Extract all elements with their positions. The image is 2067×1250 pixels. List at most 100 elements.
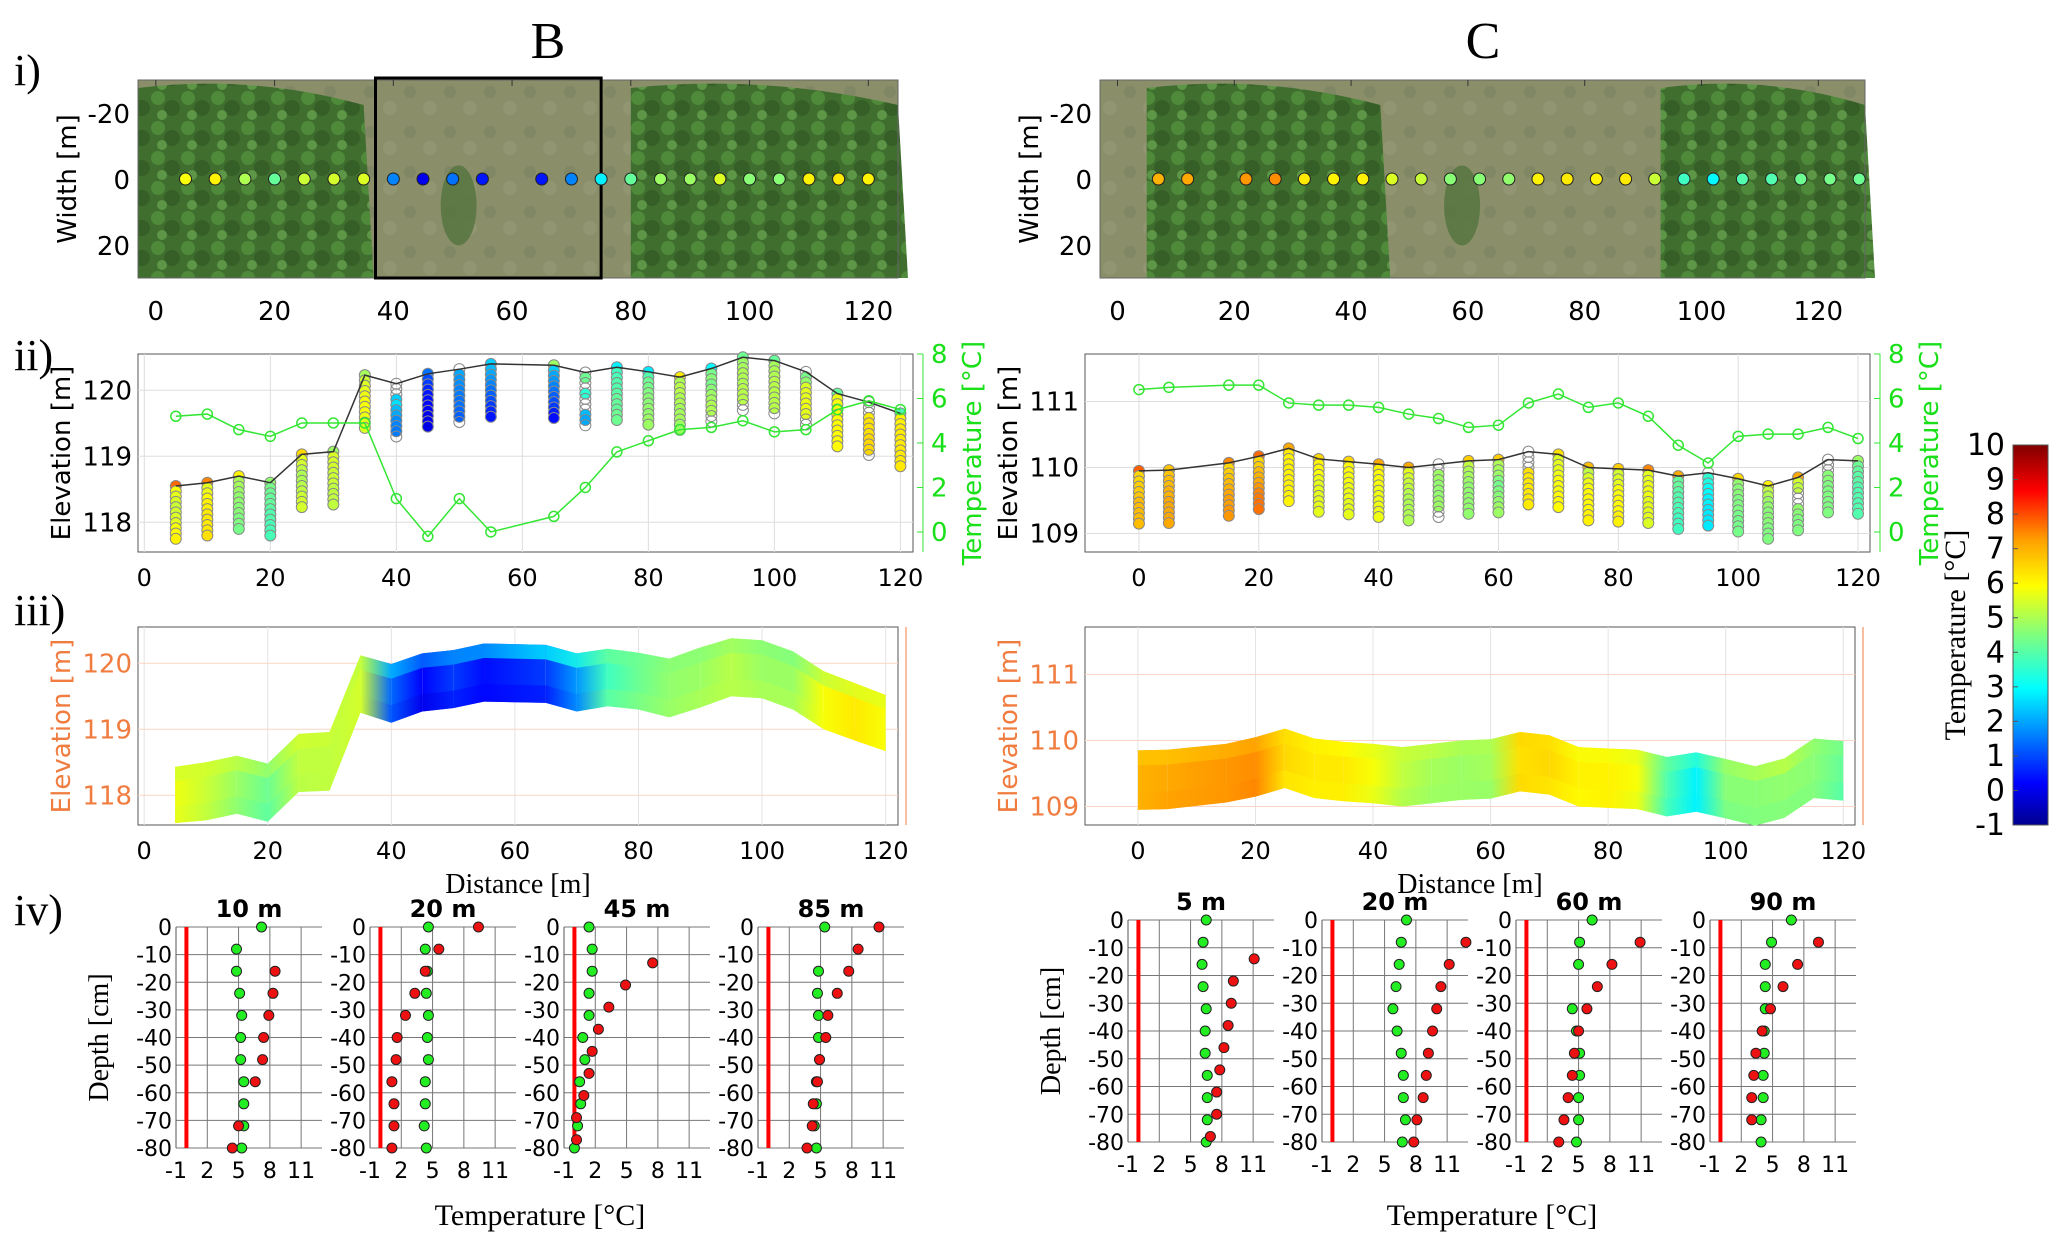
y-tick-label: -20 [718,971,754,996]
air-temperature-point [579,481,592,494]
red-temperature-point [831,987,843,999]
air-temperature-point [1522,397,1535,409]
temperature-section-cell [1284,770,1315,798]
probe-temperature-point [1372,511,1385,524]
y2-tick-label: 4 [1888,429,1905,459]
red-temperature-point [1581,1003,1593,1015]
temperature-section-cell [1402,743,1432,762]
x-tick-label: 11 [675,1159,703,1184]
y2-tick-label: 0 [931,518,948,548]
y-tick-label: 111 [1029,661,1079,691]
red-temperature-point [592,1023,604,1035]
probe-location-point [1297,172,1311,186]
y-tick-label: -50 [1282,1048,1318,1073]
probe-temperature-point [295,501,308,514]
temperature-section-cell [453,643,485,665]
y-tick-label: -70 [524,1109,560,1134]
probe-temperature-point [547,412,560,425]
aerial-panel-c: 0 20 40 60 80 100 120 -20 0 20 Width [m] [1015,79,1875,327]
air-temperature-point [453,492,466,505]
y-axis-label: Elevation [m] [47,639,77,814]
y-tick-label: -20 [1476,965,1512,990]
y-tick-label: -10 [1670,937,1706,962]
air-temperature-point [201,408,214,420]
y-tick-label: -50 [136,1054,172,1079]
temperature-section-cell [329,655,361,747]
probe-temperature-point [736,398,749,411]
red-temperature-point [1411,1114,1423,1126]
temperature-section-cell [484,684,546,703]
green-temperature-point [230,943,242,955]
probe-temperature-point [1522,498,1535,511]
air-temperature-point [1642,410,1655,423]
air-temperature-point [327,417,340,429]
temperature-section-cell [298,773,330,792]
x-tick-label: 120 [1820,837,1866,865]
subplot-title: 20 m [410,895,477,923]
probe-temperature-point [201,529,214,542]
subplot-title: 90 m [1750,888,1817,916]
green-temperature-point [1200,1003,1212,1015]
x-tick-label: -1 [1699,1153,1721,1178]
x-tick-label: -1 [1311,1153,1333,1178]
red-temperature-point [801,1142,813,1154]
x-tick-label: 120 [863,837,909,865]
red-temperature-point [603,1001,615,1013]
air-temperature-point [674,423,686,436]
green-temperature-point [1766,936,1778,948]
y-tick-label: -20 [136,971,172,996]
x-tick-label: 40 [1358,837,1389,865]
y-tick-label: -80 [1282,1131,1318,1156]
probe-location-point [1443,172,1457,186]
probe-location-point [1268,172,1282,186]
y-tick-label: 119 [82,715,132,745]
depth-subplot: -1 2 5 8 11 0 -10 -20-30 -40 -50 -60-70 -80 90 m [1670,888,1856,1178]
probe-location-point [1619,172,1633,186]
temperature-section-cell [391,653,423,679]
red-temperature-point [386,1076,398,1088]
probe-location-point [1560,172,1574,186]
green-temperature-point [1400,914,1412,926]
y-tick-label: 0 [1110,909,1124,934]
red-temperature-point [258,1032,270,1043]
x-tick-label: 8 [1409,1153,1423,1178]
air-temperature-point [768,426,781,438]
probe-location-point [327,172,341,186]
air-temperature-point [1702,457,1714,469]
green-temperature-point [256,921,268,933]
air-temperature-point [1582,401,1595,414]
y-tick-label: 109 [1029,793,1079,823]
red-temperature-point [1756,1025,1768,1037]
air-temperature-point [800,423,812,436]
air-temperature-point [1822,421,1834,434]
green-temperature-point [1397,1092,1409,1104]
y-tick-label: -20 [1282,965,1318,990]
y-tick-label: -40 [1476,1020,1512,1045]
colorbar-tick-label: -1 [1975,808,2005,843]
probe-temperature-point [1402,514,1415,527]
red-temperature-point [1443,958,1455,970]
probe-temperature-point [1672,522,1685,535]
temperature-section-cell [700,678,732,708]
probe-temperature-point [421,420,434,433]
green-temperature-point [422,1054,434,1066]
y-tick-label: -50 [1476,1048,1512,1073]
air-temperature-point [1163,381,1175,394]
red-temperature-point [433,943,445,955]
probe-location-point [238,172,252,186]
probe-location-point [861,172,875,186]
red-temperature-point [1568,1047,1580,1059]
profile-panel-c: 0 20 40 60 80 100 120 109 110 111 0 2 4 6 8 Elevation [… [994,340,1945,592]
y-axis-label: Width [m] [53,114,83,243]
green-temperature-point [422,1009,434,1021]
red-temperature-point [1460,936,1472,948]
temperature-section-cell [1226,778,1256,803]
probe-temperature-point [1462,507,1475,520]
red-temperature-point [1553,1136,1565,1148]
probe-temperature-point [1702,519,1715,532]
vegetation-patch [138,83,374,279]
green-temperature-point [1395,936,1407,948]
green-temperature-point [1391,1025,1403,1037]
air-temperature-point [233,423,245,436]
y-tick-label: -10 [1282,937,1318,962]
